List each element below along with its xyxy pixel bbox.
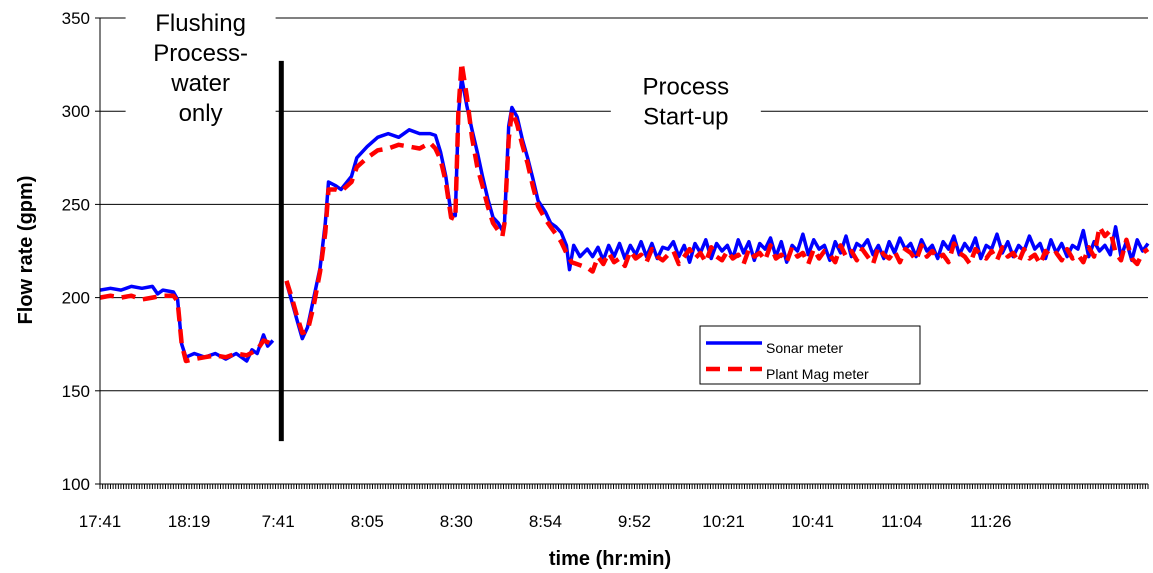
legend: Sonar meter Plant Mag meter	[699, 325, 921, 385]
x-tick-label-8:30: 8:30	[440, 512, 473, 531]
x-tick-label-8:54: 8:54	[529, 512, 562, 531]
annotation-1-line-1: Start-up	[643, 103, 728, 130]
y-tick-label-350: 350	[62, 9, 90, 28]
annotations: Flushing Process-water only Process Start-up	[125, 7, 761, 442]
x-tick-label-18:19: 18:19	[168, 512, 211, 531]
series-line-mag-1	[284, 60, 1150, 336]
x-tick-label-10:41: 10:41	[791, 512, 834, 531]
x-tick-label-11:04: 11:04	[881, 512, 922, 531]
x-tick-label-8:05: 8:05	[351, 512, 384, 531]
y-tick-label-300: 300	[62, 102, 90, 121]
annotation-0-line-2: water	[170, 70, 230, 97]
axes: 100 150 200 250 300 350 17:41 18:19 7:41 8:05 8:30…	[62, 9, 1149, 531]
x-tick-label-10:21: 10:21	[702, 512, 745, 531]
annotation-0-line-1: Process-	[153, 40, 248, 67]
annotation-0-line-3: only	[179, 100, 223, 127]
legend-box	[699, 325, 921, 385]
annotation-bg-1	[610, 70, 761, 137]
y-axis-title: Flow rate (gpm)	[15, 176, 37, 325]
legend-label-0: Sonar meter	[766, 340, 843, 356]
annotation-1-line-0: Process	[642, 73, 729, 100]
y-tick-label-150: 150	[62, 382, 90, 401]
annotation-0-line-0: Flushing	[155, 10, 246, 37]
series-mag	[99, 60, 1150, 364]
legend-label-1: Plant Mag meter	[766, 366, 869, 382]
x-minor-ticks	[99, 484, 1149, 489]
series-line-sonar-1	[284, 75, 1150, 341]
x-tick-label-17:41: 17:41	[79, 512, 122, 531]
annotation-bg-0	[125, 7, 276, 134]
y-tick-label-250: 250	[62, 195, 90, 214]
x-tick-label-9:52: 9:52	[618, 512, 651, 531]
y-tick-label-200: 200	[62, 289, 90, 308]
x-tick-label-11:26: 11:26	[970, 512, 1011, 531]
series-lines	[99, 60, 1150, 364]
series-line-mag-0	[99, 293, 274, 364]
x-tick-label-7:41: 7:41	[262, 512, 295, 531]
y-tick-label-100: 100	[62, 475, 90, 494]
x-axis-title: time (hr:min)	[549, 548, 671, 570]
